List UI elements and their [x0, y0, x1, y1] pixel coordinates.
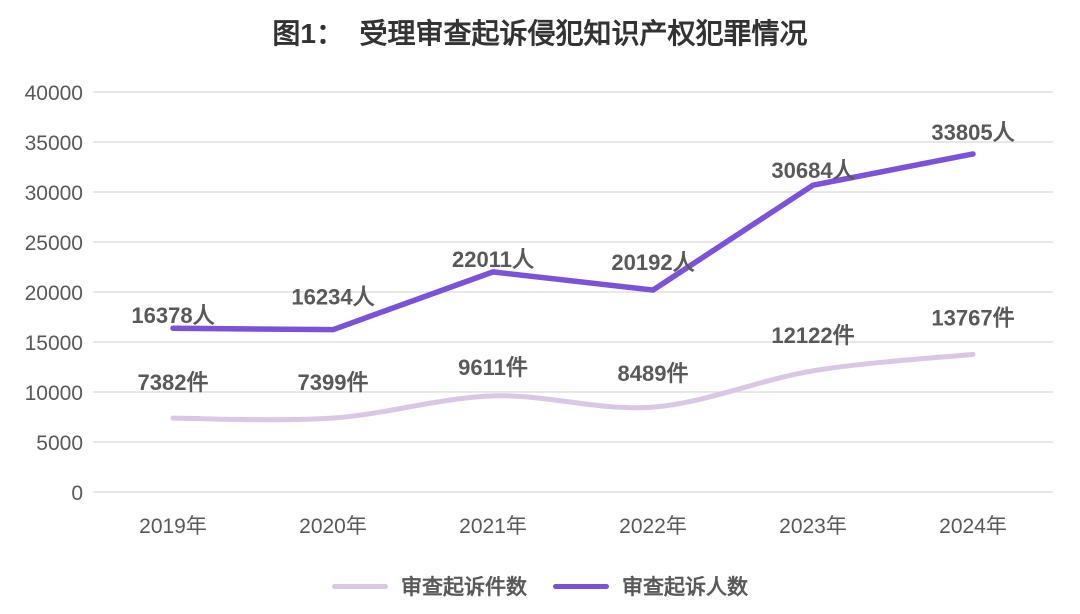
- y-axis-tick-label: 20000: [25, 282, 83, 305]
- legend-item-cases: 审查起诉件数: [332, 571, 527, 601]
- legend-swatch-cases-icon: [332, 583, 388, 589]
- data-point-label: 16378人: [131, 303, 214, 328]
- data-point-label: 33805人: [931, 120, 1014, 145]
- data-point-label: 13767件: [931, 305, 1014, 330]
- data-point-label: 12122件: [771, 323, 854, 348]
- legend-swatch-persons-icon: [553, 583, 609, 589]
- x-axis-tick-label: 2020年: [299, 515, 367, 538]
- data-point-label: 7399件: [298, 370, 369, 395]
- y-axis-tick-label: 5000: [36, 432, 83, 455]
- series-line-cases: [170, 351, 976, 423]
- x-axis-tick-label: 2021年: [459, 515, 527, 538]
- y-axis-tick-label: 40000: [25, 82, 83, 105]
- legend-label-persons: 审查起诉人数: [622, 576, 748, 599]
- series-line-persons: [170, 151, 976, 333]
- x-axis-tick-label: 2023年: [779, 515, 847, 538]
- data-point-label: 7382件: [138, 370, 209, 395]
- chart-legend: 审查起诉件数 审查起诉人数: [0, 571, 1080, 601]
- y-axis-tick-label: 35000: [25, 132, 83, 155]
- y-axis-tick-label: 0: [71, 482, 83, 505]
- data-point-label: 22011人: [452, 247, 534, 272]
- y-axis-tick-label: 15000: [25, 332, 83, 355]
- y-axis-tick-label: 30000: [25, 182, 83, 205]
- legend-label-cases: 审查起诉件数: [401, 576, 527, 599]
- y-axis-tick-label: 10000: [25, 382, 83, 405]
- data-point-label: 8489件: [618, 361, 689, 386]
- chart-title: 图1： 受理审查起诉侵犯知识产权犯罪情况: [272, 18, 808, 49]
- data-point-label: 9611件: [458, 355, 528, 380]
- x-axis-tick-label: 2022年: [619, 515, 687, 538]
- x-axis-tick-label: 2024年: [939, 515, 1007, 538]
- x-axis-tick-label: 2019年: [139, 515, 207, 538]
- data-point-label: 30684人: [771, 158, 854, 183]
- legend-item-persons: 审查起诉人数: [553, 571, 748, 601]
- data-point-label: 16234人: [291, 285, 374, 310]
- data-point-label: 20192人: [611, 250, 694, 275]
- y-axis-tick-label: 25000: [25, 232, 83, 255]
